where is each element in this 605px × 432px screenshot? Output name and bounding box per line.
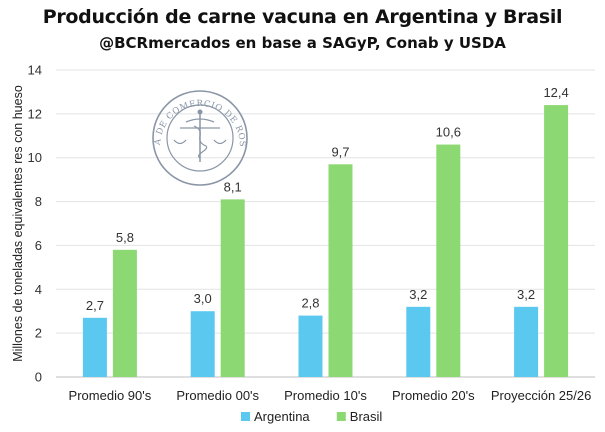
y-tick-label: 0 — [35, 370, 42, 385]
y-tick-label: 4 — [35, 282, 42, 297]
seal-wings — [185, 118, 215, 123]
data-label: 3,2 — [517, 287, 535, 302]
bar-argentina — [514, 306, 539, 377]
data-label: 3,0 — [194, 291, 212, 306]
legend-label: Brasil — [350, 409, 383, 424]
data-label: 5,8 — [116, 230, 134, 245]
seal-inner-ring — [166, 104, 234, 172]
data-label: 8,1 — [224, 179, 242, 194]
legend-swatch — [241, 412, 250, 421]
legend-label: Argentina — [254, 409, 310, 424]
y-tick-label: 8 — [35, 194, 42, 209]
data-label: 2,7 — [86, 298, 104, 313]
x-tick-label: Promedio 00's — [176, 388, 259, 403]
seal-scale-pan-left — [173, 139, 187, 145]
y-tick-label: 2 — [35, 326, 42, 341]
x-tick-label: Promedio 90's — [69, 388, 152, 403]
y-tick-label: 12 — [28, 106, 42, 121]
bar-brasil — [436, 144, 461, 377]
x-tick-label: Proyección 25/26 — [491, 388, 591, 403]
bar-brasil — [220, 199, 245, 377]
bar-argentina — [82, 317, 107, 377]
y-tick-label: 10 — [28, 150, 42, 165]
legend-swatch — [336, 412, 346, 421]
data-label: 10,6 — [436, 125, 461, 140]
chart-title: Producción de carne vacuna en Argentina … — [42, 6, 563, 28]
y-tick-label: 6 — [35, 238, 42, 253]
x-tick-label: Promedio 20's — [392, 388, 475, 403]
data-label: 3,2 — [409, 287, 427, 302]
y-tick-label: 14 — [28, 63, 42, 78]
seal-staff-top — [197, 109, 203, 115]
seal-scale-pan-right — [213, 139, 227, 145]
seal-outer-ring — [152, 90, 248, 186]
bar-brasil — [544, 105, 569, 377]
x-tick-label: Promedio 10's — [284, 388, 367, 403]
bar-argentina — [190, 311, 215, 377]
bar-argentina — [406, 306, 431, 377]
chart-subtitle: @BCRmercados en base a SAGyP, Conab y US… — [99, 34, 506, 52]
seal-serpent — [193, 125, 208, 159]
bar-brasil — [112, 249, 137, 377]
data-label: 2,8 — [301, 296, 319, 311]
y-axis-label: Millones de toneladas equivalentes res c… — [11, 85, 25, 362]
data-label: 9,7 — [331, 144, 349, 159]
data-label: 12,4 — [543, 85, 568, 100]
bar-brasil — [328, 164, 353, 377]
bar-argentina — [298, 315, 323, 377]
